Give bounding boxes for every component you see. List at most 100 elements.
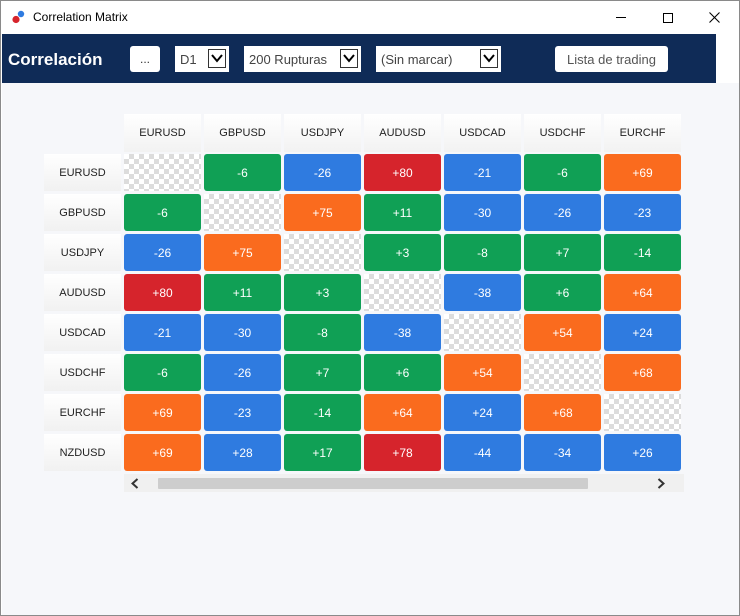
row-header[interactable]: EURCHF [44, 394, 121, 431]
breaks-select[interactable]: 200 Rupturas [244, 46, 361, 72]
period-select-value: D1 [180, 52, 197, 67]
matrix-cell[interactable]: +78 [364, 434, 441, 471]
matrix-cell[interactable]: +69 [124, 394, 201, 431]
mark-select[interactable]: (Sin marcar) [376, 46, 501, 72]
matrix-cell[interactable]: +7 [524, 234, 601, 271]
column-header[interactable]: USDJPY [284, 114, 361, 152]
matrix-cell[interactable]: +24 [604, 314, 681, 351]
chevron-down-icon [480, 49, 498, 68]
maximize-icon [663, 12, 673, 23]
matrix-cell[interactable]: -14 [604, 234, 681, 271]
matrix-cell[interactable]: +3 [284, 274, 361, 311]
matrix-cell[interactable]: +11 [204, 274, 281, 311]
row-header[interactable]: USDCHF [44, 354, 121, 391]
matrix-cell-diagonal[interactable] [604, 394, 681, 431]
matrix-cell-diagonal[interactable] [524, 354, 601, 391]
period-select[interactable]: D1 [175, 46, 229, 72]
title-bar: Correlation Matrix [1, 1, 739, 34]
minimize-icon [616, 17, 626, 18]
column-header[interactable]: EURCHF [604, 114, 681, 152]
horizontal-scrollbar[interactable] [124, 474, 684, 492]
matrix-cell[interactable]: -34 [524, 434, 601, 471]
row-header[interactable]: USDJPY [44, 234, 121, 271]
matrix-cell[interactable]: +11 [364, 194, 441, 231]
row-header[interactable]: AUDUSD [44, 274, 121, 311]
trading-list-button[interactable]: Lista de trading [555, 46, 668, 72]
matrix-cell[interactable]: -23 [204, 394, 281, 431]
matrix-cell[interactable]: -6 [204, 154, 281, 191]
matrix-cell-diagonal[interactable] [364, 274, 441, 311]
chevron-down-icon [340, 49, 358, 68]
matrix-cell[interactable]: +6 [364, 354, 441, 391]
column-header[interactable]: USDCAD [444, 114, 521, 152]
matrix-cell[interactable]: +17 [284, 434, 361, 471]
matrix-cell[interactable]: +24 [444, 394, 521, 431]
scrollbar-thumb[interactable] [158, 478, 588, 489]
matrix-cell-diagonal[interactable] [444, 314, 521, 351]
matrix-cell[interactable]: -26 [124, 234, 201, 271]
matrix-cell[interactable]: +69 [124, 434, 201, 471]
matrix-cell[interactable]: +28 [204, 434, 281, 471]
matrix-cell[interactable]: -6 [524, 154, 601, 191]
matrix-cell[interactable]: -14 [284, 394, 361, 431]
matrix-cell[interactable]: -26 [524, 194, 601, 231]
toolbar-title: Correlación [8, 50, 103, 69]
matrix-cell[interactable]: +75 [204, 234, 281, 271]
matrix-cell[interactable]: +64 [364, 394, 441, 431]
scroll-left-button[interactable] [124, 474, 146, 492]
row-header[interactable]: USDCAD [44, 314, 121, 351]
matrix-cell[interactable]: +7 [284, 354, 361, 391]
breaks-select-value: 200 Rupturas [249, 52, 328, 67]
chevron-right-icon [657, 477, 665, 489]
maximize-button[interactable] [645, 1, 691, 34]
column-header[interactable]: EURUSD [124, 114, 201, 152]
matrix-cell[interactable]: +68 [604, 354, 681, 391]
matrix-cell-diagonal[interactable] [284, 234, 361, 271]
matrix-cell[interactable]: +80 [124, 274, 201, 311]
row-header[interactable]: EURUSD [44, 154, 121, 191]
minimize-button[interactable] [598, 1, 644, 34]
app-icon [11, 9, 27, 25]
matrix-cell[interactable]: +68 [524, 394, 601, 431]
matrix-cell[interactable]: -26 [204, 354, 281, 391]
matrix-cell[interactable]: -44 [444, 434, 521, 471]
matrix-cell[interactable]: -23 [604, 194, 681, 231]
matrix-cell[interactable]: -38 [444, 274, 521, 311]
matrix-cell[interactable]: -38 [364, 314, 441, 351]
matrix-cell[interactable]: +64 [604, 274, 681, 311]
matrix-cell[interactable]: +6 [524, 274, 601, 311]
column-header[interactable]: AUDUSD [364, 114, 441, 152]
row-header[interactable]: NZDUSD [44, 434, 121, 471]
matrix-cell[interactable]: +26 [604, 434, 681, 471]
close-icon [708, 12, 720, 23]
matrix-cell[interactable]: +75 [284, 194, 361, 231]
matrix-cell[interactable]: -8 [284, 314, 361, 351]
matrix-cell[interactable]: -26 [284, 154, 361, 191]
mark-select-value: (Sin marcar) [381, 52, 453, 67]
toolbar: Correlación ... D1 200 Rupturas (Sin mar… [2, 34, 716, 83]
matrix-cell[interactable]: +69 [604, 154, 681, 191]
matrix-cell[interactable]: -6 [124, 194, 201, 231]
matrix-cell[interactable]: -6 [124, 354, 201, 391]
more-options-button[interactable]: ... [130, 46, 160, 72]
close-button[interactable] [691, 1, 737, 34]
chevron-down-icon [208, 49, 226, 68]
matrix-cell-diagonal[interactable] [204, 194, 281, 231]
matrix-cell[interactable]: -21 [444, 154, 521, 191]
matrix-cell[interactable]: +80 [364, 154, 441, 191]
matrix-cell[interactable]: +3 [364, 234, 441, 271]
scroll-right-button[interactable] [650, 474, 672, 492]
matrix-cell[interactable]: +54 [524, 314, 601, 351]
row-header[interactable]: GBPUSD [44, 194, 121, 231]
column-header[interactable]: USDCHF [524, 114, 601, 152]
matrix-cell-diagonal[interactable] [124, 154, 201, 191]
window-title: Correlation Matrix [33, 10, 128, 24]
matrix-cell[interactable]: +54 [444, 354, 521, 391]
matrix-cell[interactable]: -30 [444, 194, 521, 231]
matrix-cell[interactable]: -8 [444, 234, 521, 271]
matrix-cell[interactable]: -30 [204, 314, 281, 351]
matrix-cell[interactable]: -21 [124, 314, 201, 351]
chevron-left-icon [131, 477, 139, 489]
column-header[interactable]: GBPUSD [204, 114, 281, 152]
